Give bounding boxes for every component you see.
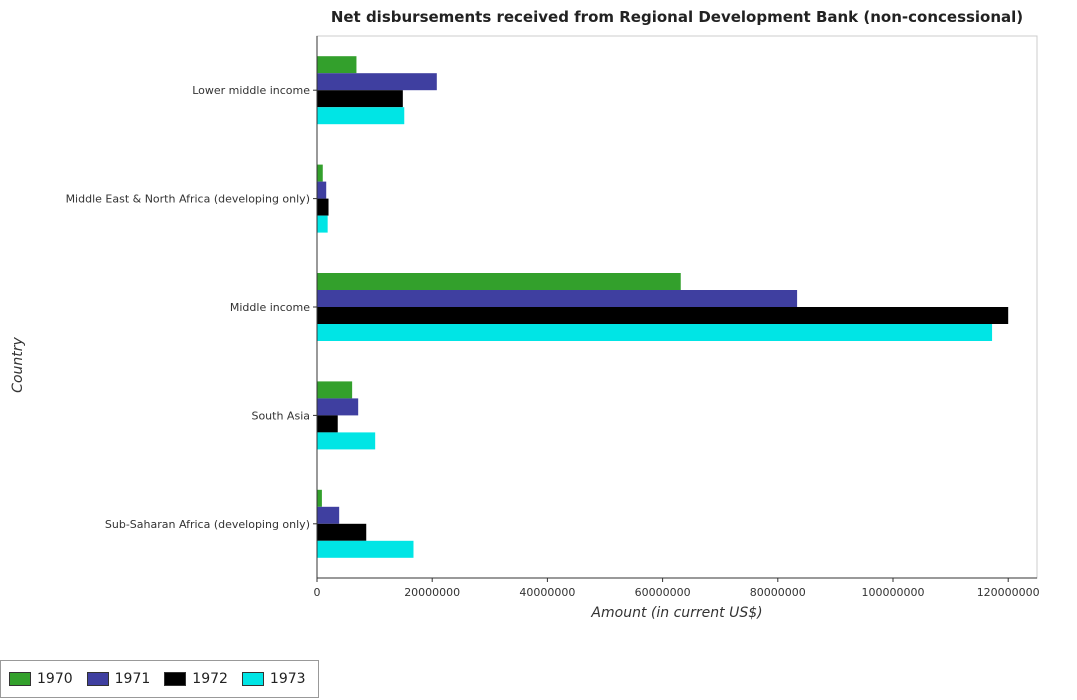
bar-1972-4 bbox=[317, 523, 367, 541]
y-tick-label: Middle income bbox=[230, 301, 310, 314]
chart-title: Net disbursements received from Regional… bbox=[330, 8, 1024, 26]
legend: 1970 1971 1972 1973 bbox=[0, 660, 319, 698]
x-tick-label: 0 bbox=[314, 586, 321, 599]
legend-item-1970: 1970 bbox=[9, 671, 73, 687]
bar-1971-2 bbox=[317, 290, 798, 307]
bar-1970-4 bbox=[317, 489, 322, 507]
bar-1970-3 bbox=[317, 381, 353, 399]
bar-1973-2 bbox=[317, 324, 993, 341]
x-tick-label: 20000000 bbox=[404, 586, 460, 599]
bar-1972-2 bbox=[317, 307, 1009, 324]
bar-1971-3 bbox=[317, 398, 359, 416]
bar-1971-0 bbox=[317, 73, 437, 91]
bar-1970-2 bbox=[317, 273, 681, 290]
x-axis-title: Amount (in current US$) bbox=[590, 605, 762, 621]
legend-swatch bbox=[86, 672, 109, 686]
legend-item-1972: 1972 bbox=[164, 671, 228, 687]
bar-1972-1 bbox=[317, 198, 329, 216]
bar-1973-3 bbox=[317, 432, 376, 450]
bar-1970-0 bbox=[317, 56, 357, 74]
legend-swatch bbox=[9, 672, 31, 686]
bars-group bbox=[317, 56, 1009, 558]
x-tick-label: 80000000 bbox=[750, 586, 806, 599]
legend-label: 1971 bbox=[114, 671, 151, 687]
x-tick-label: 120000000 bbox=[977, 586, 1040, 599]
bar-1972-0 bbox=[317, 90, 403, 108]
x-tick-label: 40000000 bbox=[519, 586, 575, 599]
y-tick-label: Sub-Saharan Africa (developing only) bbox=[105, 518, 310, 531]
legend-item-1971: 1971 bbox=[86, 671, 151, 687]
bar-1971-1 bbox=[317, 181, 327, 199]
legend-item-1973: 1973 bbox=[241, 671, 306, 687]
bar-1973-1 bbox=[317, 215, 328, 233]
bar-1973-0 bbox=[317, 107, 405, 125]
legend-label: 1973 bbox=[269, 671, 306, 687]
y-tick-label: South Asia bbox=[251, 409, 310, 422]
y-axis-title: Country bbox=[10, 336, 26, 392]
y-tick-label: Lower middle income bbox=[192, 84, 310, 97]
bar-1973-4 bbox=[317, 540, 414, 558]
y-tick-label: Middle East & North Africa (developing o… bbox=[66, 193, 310, 206]
legend-label: 1972 bbox=[192, 671, 228, 687]
x-axis: 0 20000000 40000000 60000000 80000000 1000000… bbox=[314, 577, 1040, 599]
bar-1971-4 bbox=[317, 506, 340, 524]
bar-1972-3 bbox=[317, 415, 338, 433]
legend-label: 1970 bbox=[37, 671, 73, 687]
bar-1970-1 bbox=[317, 164, 323, 182]
x-tick-label: 60000000 bbox=[635, 586, 691, 599]
x-tick-label: 100000000 bbox=[862, 586, 925, 599]
bar-chart: 0 20000000 40000000 60000000 80000000 1000000… bbox=[10, 35, 1040, 621]
legend-swatch bbox=[164, 672, 187, 686]
legend-swatch bbox=[241, 672, 264, 686]
y-axis: Lower middle income Middle East & North A… bbox=[66, 36, 318, 578]
